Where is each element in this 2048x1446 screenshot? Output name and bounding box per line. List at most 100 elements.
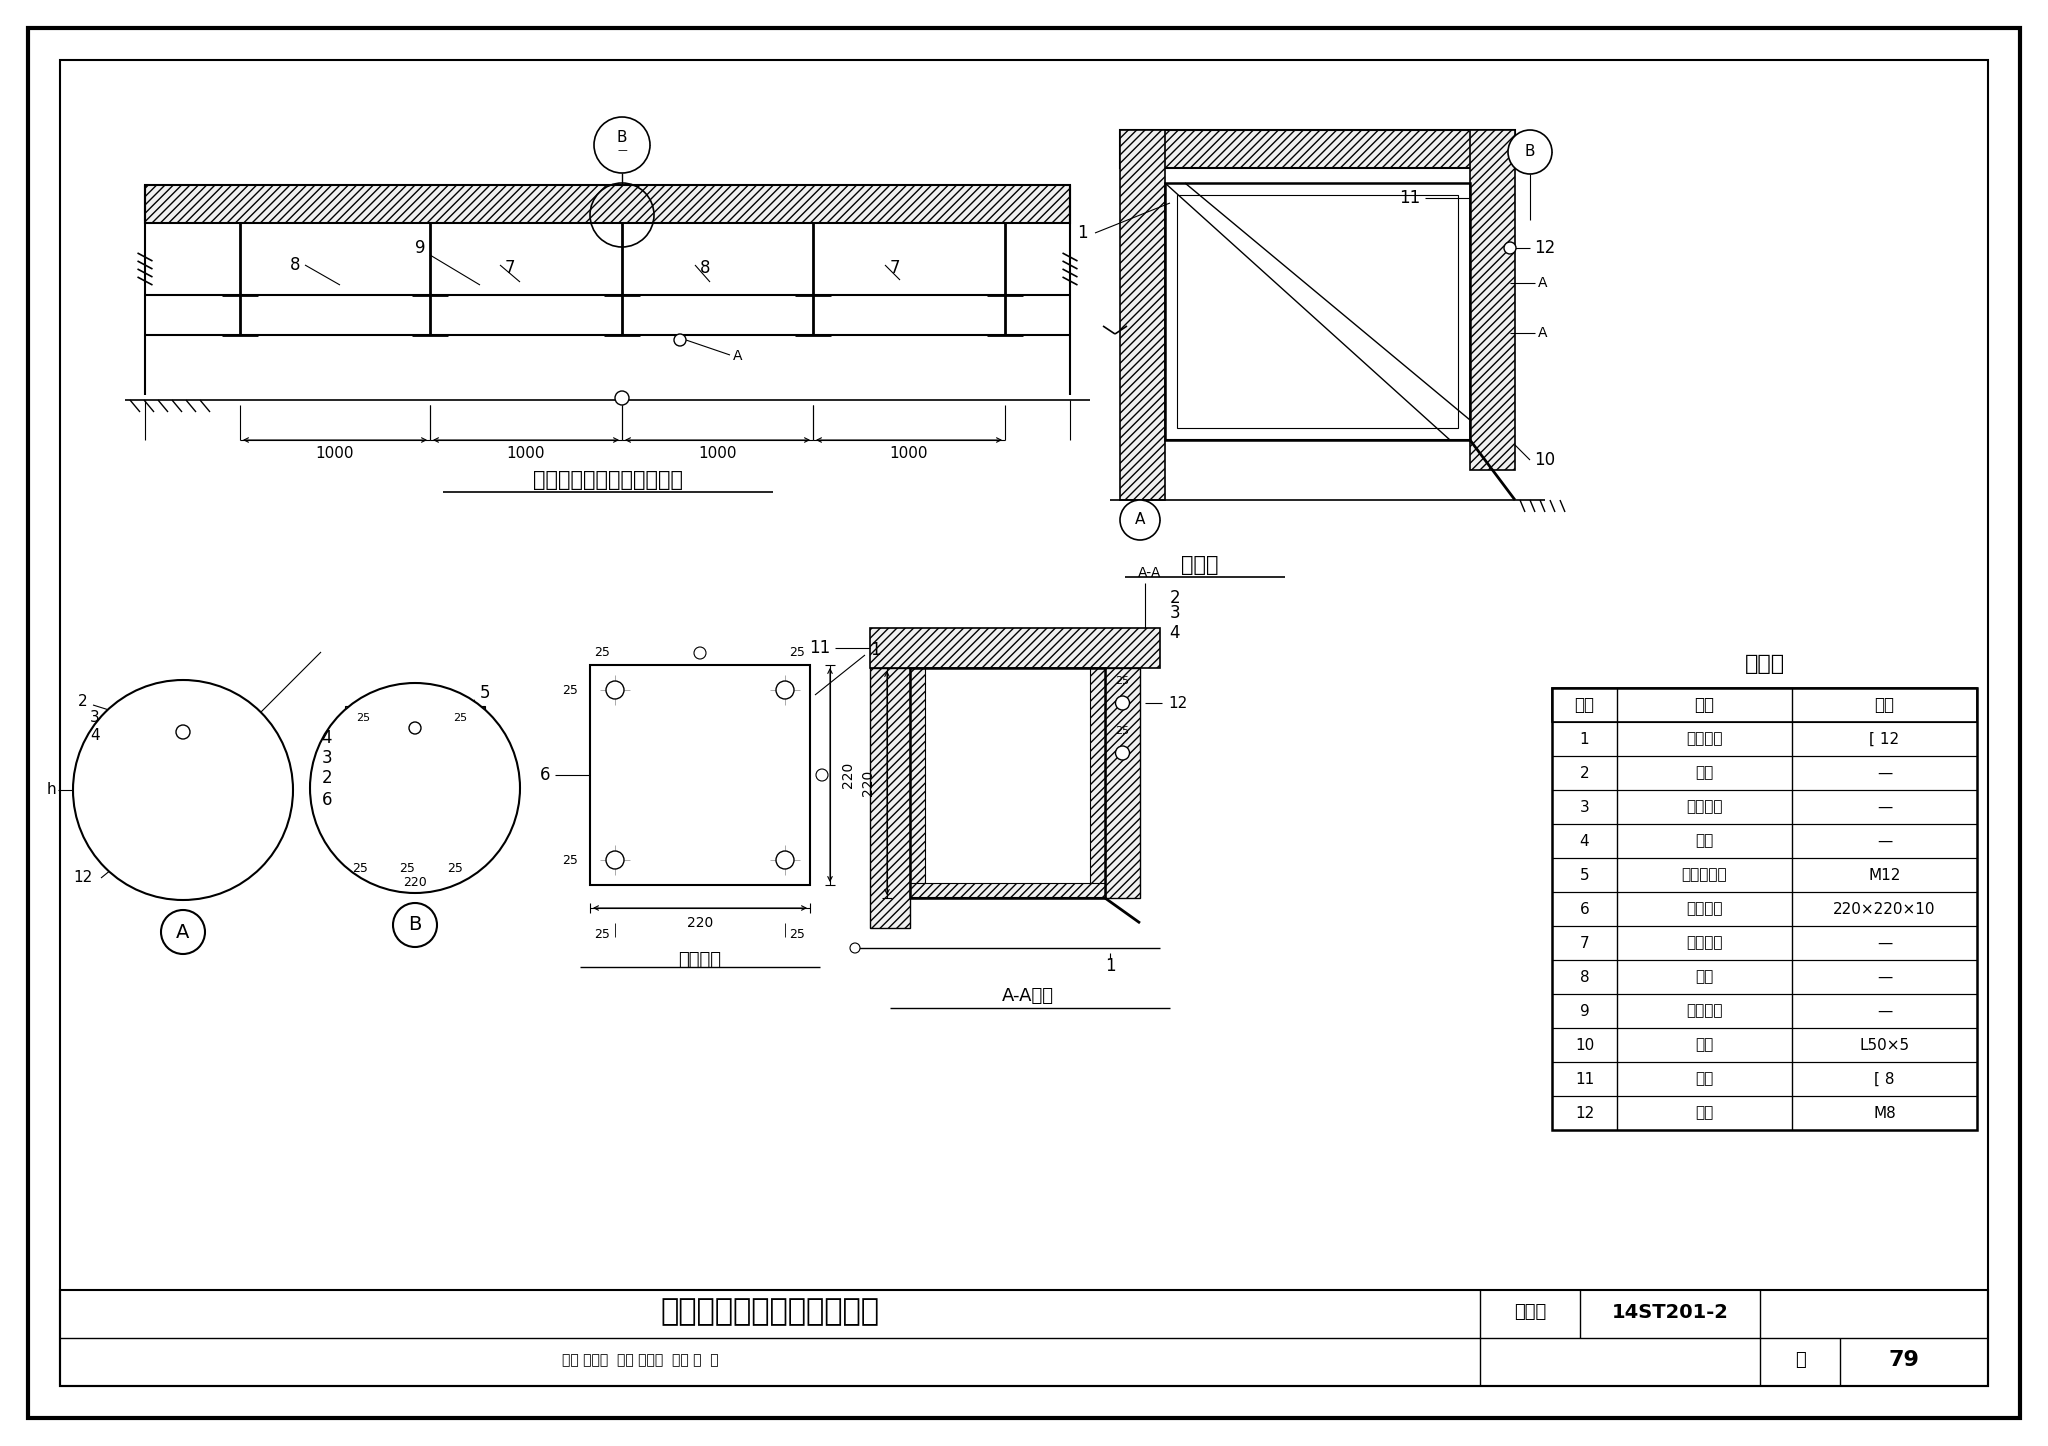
Circle shape [614,390,629,405]
Bar [1552,756,1976,790]
Bar [1552,892,1976,925]
Text: 25: 25 [594,646,610,659]
Text: 25: 25 [1116,726,1130,736]
Circle shape [1116,746,1130,761]
Circle shape [176,724,190,739]
Text: 钢板详图: 钢板详图 [678,951,721,969]
Text: L50×5: L50×5 [1860,1037,1909,1053]
Text: —: — [1876,969,1892,985]
Bar [1470,130,1516,470]
Circle shape [606,681,625,698]
Text: —: — [1876,800,1892,814]
Text: 220×220×10: 220×220×10 [1833,901,1935,917]
Text: —: — [616,145,627,155]
Bar [1165,184,1470,440]
Text: 7: 7 [1579,936,1589,950]
Bar [1552,790,1976,824]
Text: A: A [1135,512,1145,528]
Bar [909,884,1106,898]
Text: 220: 220 [686,915,713,930]
Text: 25: 25 [561,684,578,697]
Circle shape [74,680,293,899]
Circle shape [674,334,686,346]
Bar [909,668,1106,898]
Bar [1552,688,1976,1129]
Circle shape [1116,696,1130,710]
Text: 3: 3 [1169,604,1180,622]
Text: A: A [733,348,743,363]
Text: 10: 10 [1534,451,1556,469]
Text: h: h [47,782,55,798]
Bar [1552,1096,1976,1129]
Text: 25: 25 [399,862,416,875]
Text: 8: 8 [1579,969,1589,985]
Text: —: — [1876,1004,1892,1018]
Text: A: A [176,923,190,941]
Text: 6: 6 [322,791,332,808]
Text: 图集号: 图集号 [1513,1303,1546,1322]
Circle shape [694,646,707,659]
Text: 14ST201-2: 14ST201-2 [1612,1303,1729,1322]
Text: 1: 1 [1104,957,1116,975]
Text: 9: 9 [1579,1004,1589,1018]
Text: 25: 25 [594,928,610,941]
Text: —: — [1876,936,1892,950]
Text: 6: 6 [1579,901,1589,917]
Text: 5: 5 [1579,868,1589,882]
Text: 2: 2 [1169,589,1180,607]
Bar [1552,960,1976,993]
Text: 9: 9 [416,239,426,257]
Bar [360,792,469,811]
Bar [344,706,485,727]
Text: M12: M12 [1868,868,1901,882]
Text: 轨顶排热风管固定支架安装: 轨顶排热风管固定支架安装 [532,470,682,490]
Bar [1552,993,1976,1028]
Text: 5: 5 [479,684,489,701]
Text: 8: 8 [289,256,301,273]
Text: A-A: A-A [1139,565,1161,580]
Text: —: — [1876,833,1892,849]
Text: 25: 25 [788,646,805,659]
Text: 79: 79 [1888,1351,1919,1369]
Text: 名称: 名称 [1694,696,1714,714]
Text: 7: 7 [504,259,516,278]
Text: A: A [1538,276,1548,291]
Text: 220: 220 [842,762,854,788]
Text: 10: 10 [1575,1037,1593,1053]
Bar [59,1290,1989,1387]
Text: 220: 220 [403,876,426,889]
Circle shape [1120,500,1159,539]
Text: 1: 1 [1077,224,1087,241]
Text: 3: 3 [90,710,100,726]
Text: 镀锌槽钢: 镀锌槽钢 [1686,732,1722,746]
Text: 平垫: 平垫 [1696,833,1714,849]
Text: 25: 25 [453,713,467,723]
Text: —: — [1876,765,1892,781]
Text: 1: 1 [1579,732,1589,746]
Bar [1552,857,1976,892]
Text: 角钢: 角钢 [1696,1037,1714,1053]
Bar [1552,925,1976,960]
Circle shape [1503,241,1516,254]
Circle shape [393,902,436,947]
Circle shape [309,683,520,894]
Circle shape [606,852,625,869]
Text: 7: 7 [889,259,901,278]
Text: B: B [1526,145,1536,159]
Bar [1552,1028,1976,1061]
Text: A: A [1538,325,1548,340]
Text: 2: 2 [1579,765,1589,781]
Text: 4: 4 [1169,625,1180,642]
Text: 轨顶排热风管固定支架安装: 轨顶排热风管固定支架安装 [662,1297,879,1326]
Text: 审核 赵国栋  校对 赵东明  设计 秦  青: 审核 赵国栋 校对 赵东明 设计 秦 青 [561,1353,719,1366]
Text: 3: 3 [322,749,332,766]
Text: 12: 12 [1575,1106,1593,1121]
Bar [1552,688,1976,722]
Text: 螺栓: 螺栓 [1696,1106,1714,1121]
Bar [1120,130,1165,500]
Bar [1552,1061,1976,1096]
Text: 镀锌钢板: 镀锌钢板 [1686,901,1722,917]
Text: 25: 25 [1116,675,1130,685]
Text: 12: 12 [1167,696,1188,710]
Text: 25: 25 [561,853,578,866]
